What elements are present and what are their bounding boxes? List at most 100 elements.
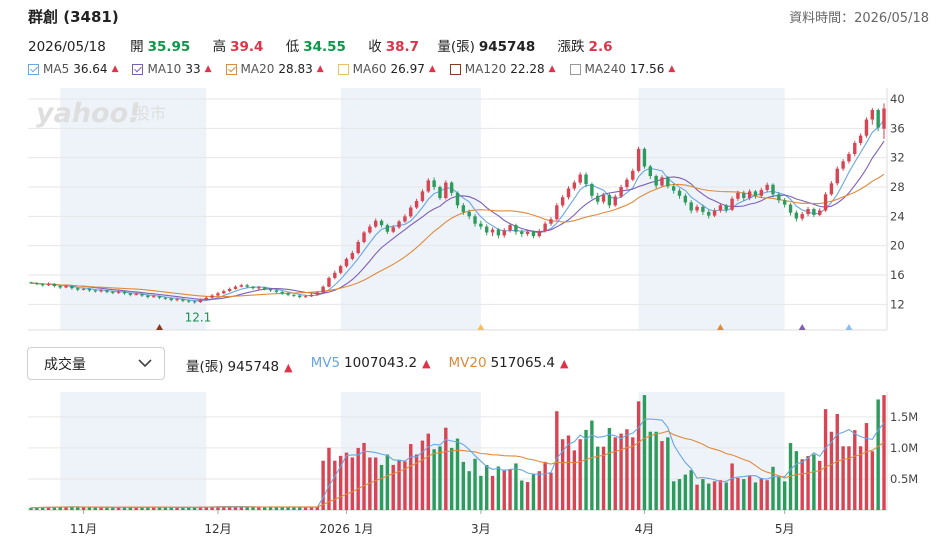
candle <box>759 189 764 196</box>
candle <box>444 182 448 198</box>
candle <box>187 300 191 302</box>
volume-bar <box>204 506 208 510</box>
change-label: 漲跌 <box>557 39 585 55</box>
legend-ma240[interactable]: MA240 17.56 ▲ <box>569 62 675 76</box>
candle <box>864 119 869 136</box>
candle <box>303 296 308 298</box>
candle <box>379 220 384 226</box>
volume-bar <box>274 507 279 510</box>
candle <box>601 195 606 202</box>
low-annotation: 12.1 <box>185 311 212 325</box>
data-time: 資料時間：2026/05/18 <box>789 11 929 26</box>
volume-bar <box>718 480 723 510</box>
volume-bar <box>46 507 51 510</box>
legend-ma120[interactable]: MA120 22.28 ▲ <box>449 62 556 76</box>
x-tick-label: 3月 <box>471 522 491 536</box>
checkbox-icon[interactable] <box>225 63 237 75</box>
volume-bar <box>765 480 769 510</box>
candle <box>40 283 45 286</box>
volume-bar <box>216 506 220 510</box>
candle <box>233 286 238 289</box>
checkbox-icon[interactable] <box>449 63 461 75</box>
volume-bar <box>689 470 693 510</box>
volume-bar <box>245 506 249 510</box>
volume-bar <box>777 476 781 510</box>
candle <box>829 183 834 195</box>
up-triangle-icon: ▲ <box>428 64 436 74</box>
candle <box>566 188 571 198</box>
candle <box>479 223 483 227</box>
volume-bar <box>309 507 314 510</box>
volume-bar <box>420 440 425 510</box>
volume-bar <box>642 395 647 510</box>
candle <box>835 168 839 184</box>
volume-bar <box>818 460 822 510</box>
volume-bar <box>134 507 138 510</box>
candle <box>105 290 109 292</box>
legend-name: MA240 <box>584 62 626 76</box>
volume-legend: 量(張) 945748 ▲ MV5 1007043.2 ▲ MV20 517065.4 ▲ <box>186 355 568 375</box>
candle <box>806 209 810 215</box>
x-tick-label: 4月 <box>635 522 655 536</box>
candle <box>531 231 536 237</box>
volume-bar <box>268 507 273 510</box>
volume-bar <box>514 463 518 510</box>
volume-bar <box>81 507 86 510</box>
volume-bar <box>298 507 302 510</box>
legend-name: MA20 <box>240 62 275 76</box>
volume-bar <box>508 469 512 510</box>
volume-bar <box>105 507 109 510</box>
candle <box>426 180 430 192</box>
checkbox-icon[interactable] <box>28 63 39 75</box>
vol-legend-2: MV20 517065.4 ▲ <box>449 355 569 375</box>
event-marker-icon <box>716 324 724 330</box>
candle <box>385 225 390 232</box>
y-tick-label: 0.5M <box>890 472 918 486</box>
month-band <box>638 88 785 330</box>
legend-ma60[interactable]: MA60 26.97 ▲ <box>337 62 436 76</box>
volume-bar <box>479 475 483 510</box>
candle <box>490 229 495 233</box>
volume-bar <box>882 395 886 510</box>
up-triangle-icon: ▲ <box>560 357 569 370</box>
volume-chart[interactable]: 0.5M 1.0M 1.5M 11月 12月 2026 1月 3月 4月 5月 <box>0 392 943 549</box>
checkbox-icon[interactable] <box>337 63 349 75</box>
event-marker-icon <box>156 324 164 330</box>
vol-legend-label: 量(張) <box>186 359 224 375</box>
y-tick-label: 32 <box>890 151 905 165</box>
volume-bar <box>151 507 156 510</box>
volume-bar <box>654 431 658 510</box>
low-value: 34.55 <box>303 39 346 55</box>
volume-bar <box>590 420 594 510</box>
candle <box>397 221 401 228</box>
volume-label: 量(張) <box>437 39 475 55</box>
checkbox-icon[interactable] <box>569 63 581 75</box>
legend-ma5[interactable]: MA5 36.64 ▲ <box>28 62 118 76</box>
y-tick-label: 28 <box>890 180 905 194</box>
volume-bar <box>759 477 764 510</box>
stock-name: 群創 (3481) <box>28 8 119 26</box>
candle <box>298 295 302 297</box>
volume-bar <box>853 430 857 510</box>
change-value: 2.6 <box>588 39 613 55</box>
candle <box>642 148 647 167</box>
candle <box>461 205 466 212</box>
candle <box>701 206 705 212</box>
candle <box>870 110 875 120</box>
candle <box>648 166 653 176</box>
price-chart[interactable]: 12 16 20 24 28 32 36 40 yahoo!股市 12.1 39.4 <box>0 88 943 333</box>
candle <box>853 143 857 154</box>
legend-ma10[interactable]: MA10 33 ▲ <box>132 62 212 76</box>
volume-bar <box>426 433 430 510</box>
candle <box>636 148 641 171</box>
volume-bar <box>701 479 705 510</box>
candle <box>122 291 127 294</box>
candle <box>403 216 407 222</box>
indicator-select[interactable]: 成交量 <box>27 347 165 380</box>
checkbox-icon[interactable] <box>132 63 144 75</box>
volume-bar <box>800 459 804 510</box>
ma-legend: MA5 36.64 ▲ MA10 33 ▲ MA20 28.83 ▲ MA60 26.97 ▲ MA12… <box>28 62 675 76</box>
volume-bar <box>549 472 553 510</box>
legend-ma20[interactable]: MA20 28.83 ▲ <box>225 62 324 76</box>
volume-bar <box>771 466 775 510</box>
